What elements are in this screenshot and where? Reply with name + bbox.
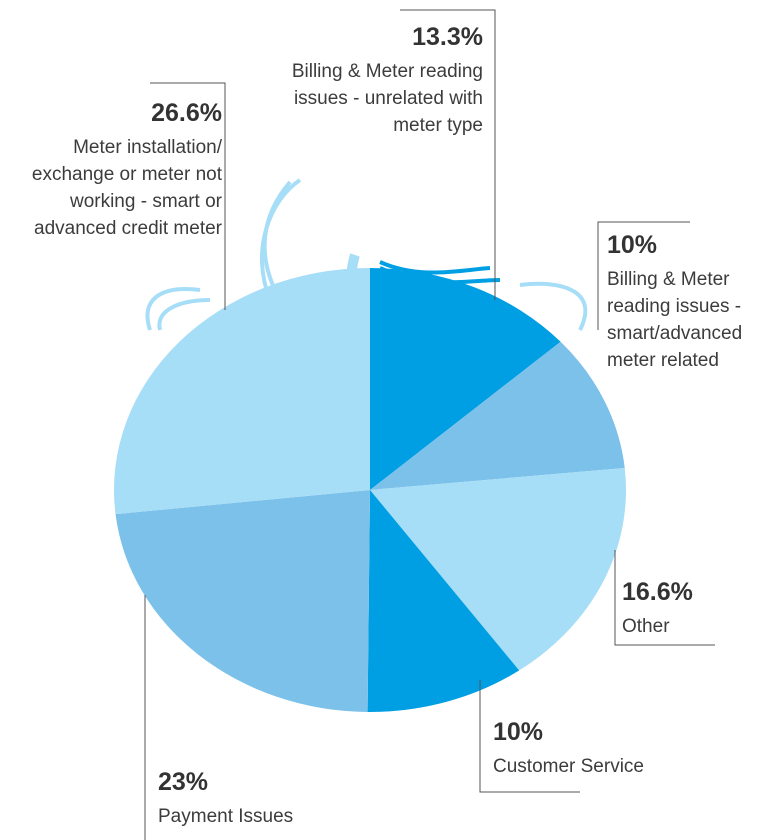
- value-label: 23%: [158, 768, 209, 796]
- pie-slice: [367, 490, 520, 712]
- value-label: 10%: [493, 718, 544, 746]
- category-label: Billing & Meter reading issues - smart/a…: [607, 269, 743, 371]
- value-label: 26.6%: [151, 99, 222, 127]
- pie-slice: [370, 268, 561, 490]
- pie-slice: [114, 268, 370, 515]
- leader-lines: [144, 9, 715, 840]
- slice-label: 23% Payment Issues: [158, 767, 388, 830]
- category-label: Payment Issues: [158, 806, 294, 827]
- value-label: 16.6%: [622, 578, 693, 606]
- pie-slice: [115, 490, 370, 712]
- slice-label: 10% Customer Service: [493, 717, 723, 780]
- slice-label: 10% Billing & Meter reading issues - smar…: [607, 230, 778, 374]
- slice-label: 26.6% Meter installation/ exchange or met…: [12, 98, 222, 242]
- category-label: Customer Service: [493, 756, 644, 777]
- value-label: 10%: [607, 231, 658, 259]
- slice-label: 13.3% Billing & Meter reading issues - un…: [283, 22, 483, 139]
- stem: [145, 178, 588, 331]
- category-label: Meter installation/ exchange or meter no…: [31, 137, 222, 239]
- slice-label: 16.6% Other: [622, 577, 772, 640]
- pie-slice: [370, 467, 627, 671]
- category-label: Other: [622, 616, 670, 637]
- category-label: Billing & Meter reading issues - unrelat…: [291, 61, 483, 136]
- pie-slice: [370, 341, 625, 490]
- value-label: 13.3%: [412, 23, 483, 51]
